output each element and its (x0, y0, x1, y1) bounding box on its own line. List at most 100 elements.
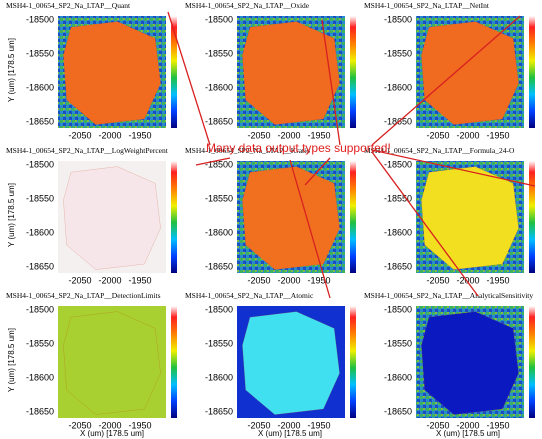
map-panel: MSH4-1_00654_SP2_Na_LTAP__Atomic -18500 -1… (185, 291, 356, 430)
y-tick-label: -18500 (384, 304, 412, 314)
y-tick-label: -18600 (205, 82, 233, 92)
map-panel: MSH4-1_00654_SP2_Na_LTAP__Oxide -18500 -18… (185, 1, 356, 140)
colorbar (350, 161, 356, 273)
y-tick-label: -18650 (384, 261, 412, 271)
y-tick-label: -18650 (26, 406, 54, 416)
panel-title: MSH4-1_00654_SP2_Na_LTAP__Atomic (185, 291, 314, 300)
x-tick-label: -1950 (128, 420, 151, 430)
y-axis-label: Y (um) [178.5 um] (7, 328, 16, 392)
x-tick-label: -1950 (128, 130, 151, 140)
y-tick-label: -18550 (205, 48, 233, 58)
x-tick-label: -1950 (307, 420, 330, 430)
arrow (371, 149, 536, 187)
x-axis-label: X (um) [178.5 um] (436, 429, 500, 438)
panel-title: MSH4-1_00654_SP2_Na_LTAP__Oxide (185, 1, 310, 10)
x-tick-label: -2050 (68, 420, 91, 430)
arrow (371, 151, 479, 297)
arrow (304, 157, 331, 186)
x-tick-label: -2050 (247, 130, 270, 140)
panel-title: MSH4-1_00654_SP2_Na_LTAP__Kratio (185, 146, 310, 155)
x-tick-label: -2000 (98, 420, 121, 430)
y-tick-label: -18600 (384, 372, 412, 382)
y-tick-label: -18650 (205, 406, 233, 416)
y-tick-label: -18550 (26, 48, 54, 58)
x-axis-label: X (um) [178.5 um] (80, 429, 144, 438)
x-tick-label: -2000 (277, 130, 300, 140)
arrow (371, 15, 521, 146)
y-tick-label: -18650 (205, 261, 233, 271)
colorbar (529, 161, 535, 273)
y-tick-label: -18550 (205, 193, 233, 203)
panel-title: MSH4-1_00654_SP2_Na_LTAP__AnalyticalSens… (364, 291, 533, 300)
map-panel: MSH4-1_00654_SP2_Na_LTAP__Quant -18500 -18… (6, 1, 177, 140)
y-tick-label: -18600 (26, 372, 54, 382)
map-panel: MSH4-1_00654_SP2_Na_LTAP__LogWeightPerce… (6, 146, 177, 285)
y-tick-label: -18500 (384, 159, 412, 169)
grain (63, 21, 161, 125)
x-tick-label: -2000 (456, 275, 479, 285)
grain (63, 166, 161, 270)
colorbar (529, 306, 535, 418)
map-panel: MSH4-1_00654_SP2_Na_LTAP__Kratio -18500 -1… (185, 146, 356, 285)
y-tick-label: -18650 (205, 116, 233, 126)
panel-title: MSH4-1_00654_SP2_Na_LTAP__LogWeightPerce… (6, 146, 169, 155)
colorbar (171, 16, 177, 128)
y-tick-label: -18600 (26, 82, 54, 92)
x-tick-label: -1950 (486, 275, 509, 285)
x-tick-label: -2050 (68, 130, 91, 140)
grain (242, 311, 340, 415)
map-panel: MSH4-1_00654_SP2_Na_LTAP__NetInt -18500 -1… (364, 1, 535, 140)
y-tick-label: -18550 (384, 48, 412, 58)
y-tick-label: -18500 (384, 14, 412, 24)
panel-title: MSH4-1_00654_SP2_Na_LTAP__DetectionLimit… (6, 291, 161, 300)
y-tick-label: -18550 (26, 338, 54, 348)
y-tick-label: -18600 (384, 82, 412, 92)
arrow (289, 159, 331, 299)
map-panel: MSH4-1_00654_SP2_Na_LTAP__AnalyticalSens… (364, 291, 535, 430)
panels: MSH4-1_00654_SP2_Na_LTAP__Quant -18500 -18… (6, 1, 535, 430)
arrow (195, 157, 231, 166)
x-tick-label: -2050 (68, 275, 91, 285)
panel-title: MSH4-1_00654_SP2_Na_LTAP__Quant (6, 1, 131, 10)
colorbar (350, 16, 356, 128)
y-tick-label: -18500 (205, 159, 233, 169)
annotation: Many data output types supported! (206, 141, 391, 155)
x-tick-label: -2000 (456, 130, 479, 140)
x-tick-label: -1950 (128, 275, 151, 285)
y-tick-label: -18650 (384, 116, 412, 126)
x-tick-label: -1950 (307, 130, 330, 140)
y-tick-label: -18500 (205, 14, 233, 24)
colorbar (171, 306, 177, 418)
grain (242, 166, 340, 270)
y-tick-label: -18500 (26, 304, 54, 314)
grain (242, 21, 340, 125)
x-tick-label: -2050 (247, 275, 270, 285)
x-tick-label: -2000 (456, 420, 479, 430)
map-panel: MSH4-1_00654_SP2_Na_LTAP__DetectionLimit… (6, 291, 177, 430)
y-tick-label: -18600 (384, 227, 412, 237)
colorbar (529, 16, 535, 128)
y-tick-label: -18650 (26, 116, 54, 126)
arrow (167, 11, 211, 146)
y-tick-label: -18550 (384, 193, 412, 203)
y-tick-label: -18550 (26, 193, 54, 203)
y-tick-label: -18500 (26, 159, 54, 169)
x-tick-label: -2050 (247, 420, 270, 430)
grain (421, 21, 519, 125)
x-tick-label: -2000 (98, 130, 121, 140)
x-tick-label: -1950 (486, 130, 509, 140)
x-tick-label: -2050 (426, 130, 449, 140)
x-tick-label: -2000 (277, 275, 300, 285)
x-tick-label: -2050 (426, 420, 449, 430)
y-tick-label: -18550 (384, 338, 412, 348)
x-tick-label: -2050 (426, 275, 449, 285)
panel-title: MSH4-1_00654_SP2_Na_LTAP__NetInt (364, 1, 490, 10)
panel-title: MSH4-1_00654_SP2_Na_LTAP__Formula_24-O (364, 146, 515, 155)
x-tick-label: -1950 (307, 275, 330, 285)
y-tick-label: -18500 (205, 304, 233, 314)
x-tick-label: -2000 (98, 275, 121, 285)
y-tick-label: -18600 (26, 227, 54, 237)
y-axis-label: Y (um) [178.5 um] (7, 183, 16, 247)
